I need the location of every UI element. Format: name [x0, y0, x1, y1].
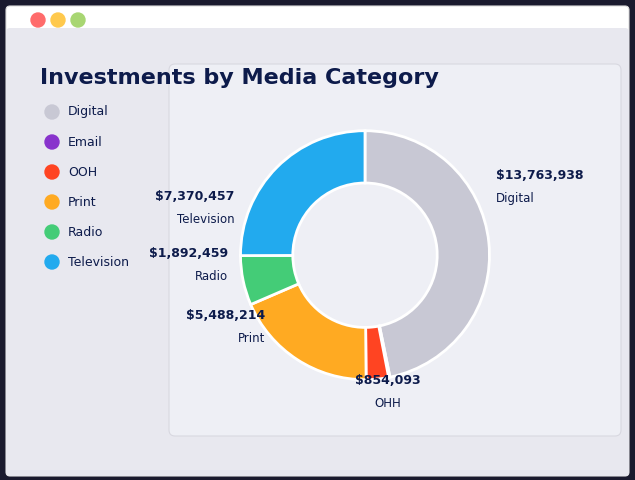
- FancyBboxPatch shape: [8, 8, 627, 34]
- Circle shape: [45, 195, 59, 209]
- Wedge shape: [251, 284, 366, 380]
- Text: Print: Print: [68, 195, 97, 208]
- Text: Digital: Digital: [68, 106, 109, 119]
- Text: Television: Television: [177, 213, 234, 226]
- Circle shape: [51, 13, 65, 27]
- Circle shape: [71, 13, 85, 27]
- FancyBboxPatch shape: [169, 64, 621, 436]
- Circle shape: [45, 255, 59, 269]
- Wedge shape: [366, 326, 389, 380]
- Circle shape: [45, 165, 59, 179]
- Wedge shape: [241, 131, 365, 256]
- Text: $7,370,457: $7,370,457: [155, 190, 234, 203]
- Text: Digital: Digital: [496, 192, 535, 204]
- Circle shape: [45, 225, 59, 239]
- Text: OHH: OHH: [374, 397, 401, 410]
- Text: Email: Email: [68, 135, 103, 148]
- Wedge shape: [378, 326, 390, 377]
- Text: $5,488,214: $5,488,214: [186, 310, 265, 323]
- Text: OOH: OOH: [68, 166, 97, 179]
- Circle shape: [45, 105, 59, 119]
- Text: $13,763,938: $13,763,938: [496, 169, 583, 182]
- Circle shape: [31, 13, 45, 27]
- FancyBboxPatch shape: [6, 6, 629, 476]
- Wedge shape: [241, 255, 298, 304]
- Text: $1,892,459: $1,892,459: [149, 247, 228, 260]
- Text: $854,093: $854,093: [354, 374, 420, 387]
- FancyBboxPatch shape: [6, 28, 629, 476]
- Circle shape: [45, 135, 59, 149]
- Text: Print: Print: [238, 332, 265, 346]
- Text: Investments by Media Category: Investments by Media Category: [40, 68, 439, 88]
- Text: Radio: Radio: [195, 270, 228, 283]
- Text: Radio: Radio: [68, 226, 104, 239]
- Text: Television: Television: [68, 255, 129, 268]
- Wedge shape: [365, 131, 490, 377]
